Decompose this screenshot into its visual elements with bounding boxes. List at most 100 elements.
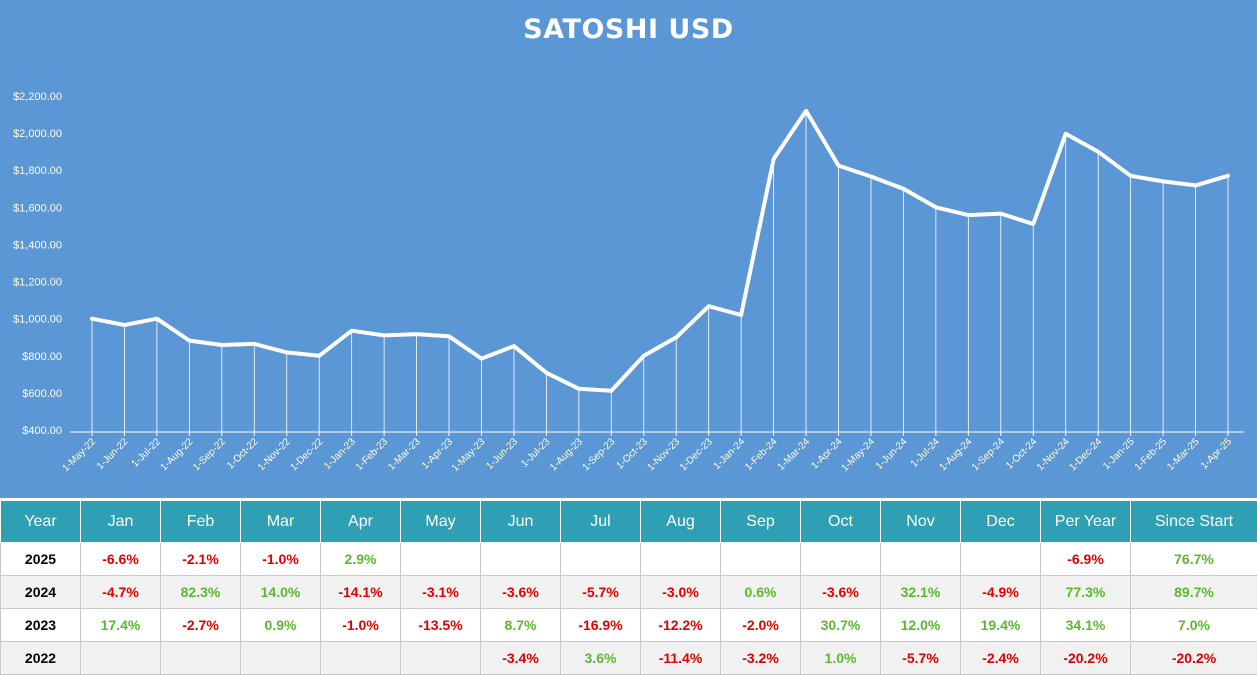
column-header: Mar — [240, 500, 321, 543]
return-cell: -4.9% — [960, 575, 1041, 609]
return-cell — [400, 641, 481, 675]
line-chart: $400.00 $600.00 $800.00 $1,000.00 $1,200.00 $… — [13, 91, 1244, 474]
return-cell: 0.9% — [240, 608, 321, 642]
column-header: Per Year — [1040, 500, 1131, 543]
x-tick-label: 1-Dec-22 — [288, 436, 325, 473]
table-header-row: Year Jan Feb Mar Apr May Jun Jul Aug Sep Oct Nov Dec… — [0, 500, 1257, 543]
series-line — [90, 108, 1230, 393]
return-cell: 2.9% — [320, 542, 401, 576]
x-tick-label: 1-Jan-23 — [322, 436, 358, 472]
return-cell: -20.2% — [1130, 641, 1257, 675]
column-header: Since Start — [1130, 500, 1257, 543]
return-cell: -13.5% — [400, 608, 481, 642]
x-tick-label: 1-Jun-22 — [95, 436, 131, 472]
return-cell: -5.7% — [560, 575, 641, 609]
year-cell: 2025 — [0, 542, 81, 576]
x-tick-label: 1-Aug-24 — [938, 436, 975, 473]
column-header: Apr — [320, 500, 401, 543]
return-cell — [80, 641, 161, 675]
return-cell: -2.0% — [720, 608, 801, 642]
year-cell: 2022 — [0, 641, 81, 675]
table-row: 2022 -3.4% 3.6% -11.4% -3.2% 1.0% -5.7% -2.4% -2… — [0, 641, 1257, 675]
x-tick-label: 1-Feb-25 — [1133, 436, 1170, 473]
return-cell: -6.6% — [80, 542, 161, 576]
year-cell: 2023 — [0, 608, 81, 642]
column-header: Jun — [480, 500, 561, 543]
chart-area: $400.00 $600.00 $800.00 $1,000.00 $1,200.00 $… — [0, 0, 1257, 498]
table-row: 2025 -6.6% -2.1% -1.0% 2.9% -6.9% 76.7% — [0, 542, 1257, 576]
return-cell: 82.3% — [160, 575, 241, 609]
x-tick-label: 1-Mar-25 — [1165, 436, 1202, 473]
return-cell: 76.7% — [1130, 542, 1257, 576]
table-row: 2024 -4.7% 82.3% 14.0% -14.1% -3.1% -3.6% -5.7%… — [0, 575, 1257, 609]
table-row: 2023 17.4% -2.7% 0.9% -1.0% -13.5% 8.7% -16.9% -… — [0, 608, 1257, 642]
x-tick-label: 1-May-24 — [839, 436, 877, 474]
column-header: Dec — [960, 500, 1041, 543]
column-header: Feb — [160, 500, 241, 543]
return-cell: -1.0% — [240, 542, 321, 576]
x-tick-label: 1-Feb-24 — [743, 436, 780, 473]
column-header: Jul — [560, 500, 641, 543]
return-cell: -1.0% — [320, 608, 401, 642]
return-cell: -2.4% — [960, 641, 1041, 675]
return-cell: 7.0% — [1130, 608, 1257, 642]
drop-lines — [91, 110, 1229, 432]
return-cell: 34.1% — [1040, 608, 1131, 642]
return-cell: -3.2% — [720, 641, 801, 675]
column-header: Oct — [800, 500, 881, 543]
x-tick-label: 1-Nov-23 — [645, 436, 682, 473]
y-tick-label: $600.00 — [22, 388, 62, 400]
return-cell: -3.4% — [480, 641, 561, 675]
return-cell: -5.7% — [880, 641, 961, 675]
return-cell: -11.4% — [640, 641, 721, 675]
column-header: Sep — [720, 500, 801, 543]
column-header: Aug — [640, 500, 721, 543]
x-tick-label: 1-Jun-23 — [484, 436, 520, 472]
y-tick-label: $1,600.00 — [13, 202, 62, 214]
y-axis: $400.00 $600.00 $800.00 $1,000.00 $1,200.00 $… — [13, 91, 62, 437]
return-cell: -16.9% — [560, 608, 641, 642]
return-cell — [480, 542, 561, 576]
return-cell: 8.7% — [480, 608, 561, 642]
column-header: Year — [0, 500, 81, 543]
y-tick-label: $400.00 — [22, 425, 62, 437]
return-cell — [160, 641, 241, 675]
return-cell: 14.0% — [240, 575, 321, 609]
x-tick-label: 1-Nov-22 — [256, 436, 293, 473]
x-tick-label: 1-Aug-23 — [548, 436, 585, 473]
return-cell: -12.2% — [640, 608, 721, 642]
x-tick-label: 1-Nov-24 — [1035, 436, 1072, 473]
return-cell: -3.6% — [480, 575, 561, 609]
x-tick-label: 1-May-22 — [60, 436, 98, 474]
x-tick-label: 1-Jun-24 — [874, 436, 910, 472]
x-tick-label: 1-Mar-23 — [386, 436, 423, 473]
return-cell: -2.7% — [160, 608, 241, 642]
x-tick-label: 1-Feb-23 — [354, 436, 391, 473]
return-cell — [240, 641, 321, 675]
return-cell: -3.1% — [400, 575, 481, 609]
x-tick-label: 1-Sep-23 — [581, 436, 618, 473]
x-axis: 1-May-221-Jun-22 1-Jul-221-Aug-221-Sep-22… — [60, 431, 1244, 474]
return-cell: -2.1% — [160, 542, 241, 576]
return-cell — [960, 542, 1041, 576]
x-tick-label: 1-Oct-24 — [1004, 436, 1040, 472]
column-header: May — [400, 500, 481, 543]
return-cell: 89.7% — [1130, 575, 1257, 609]
return-cell: 30.7% — [800, 608, 881, 642]
price-line — [90, 108, 1230, 393]
return-cell: 12.0% — [880, 608, 961, 642]
x-tick-label: 1-Jan-24 — [712, 436, 748, 472]
return-cell — [400, 542, 481, 576]
y-tick-label: $2,000.00 — [13, 128, 62, 140]
return-cell: 3.6% — [560, 641, 641, 675]
x-tick-label: 1-Dec-24 — [1067, 436, 1104, 473]
return-cell: -4.7% — [80, 575, 161, 609]
return-cell: -3.0% — [640, 575, 721, 609]
x-tick-label: 1-Oct-23 — [615, 436, 651, 472]
return-cell: 0.6% — [720, 575, 801, 609]
x-tick-label: 1-Dec-23 — [678, 436, 715, 473]
y-tick-label: $1,800.00 — [13, 165, 62, 177]
x-tick-label: 1-Mar-24 — [776, 436, 813, 473]
return-cell: 32.1% — [880, 575, 961, 609]
y-tick-label: $1,000.00 — [13, 314, 62, 326]
